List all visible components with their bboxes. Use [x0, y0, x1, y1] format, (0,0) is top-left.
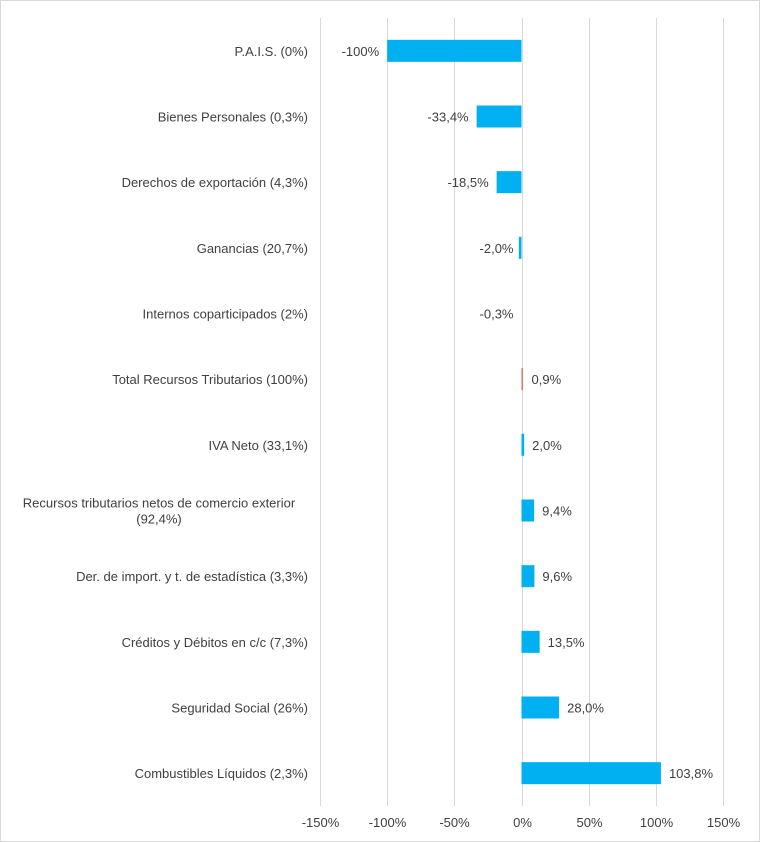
category-label: Internos coparticipados (2%) [143, 307, 308, 322]
category-label: Recursos tributarios netos de comercio e… [23, 496, 296, 527]
x-tick-label: 100% [640, 815, 674, 830]
category-label: Créditos y Débitos en c/c (7,3%) [122, 635, 308, 650]
category-label: Ganancias (20,7%) [197, 241, 308, 256]
category-label: Combustibles Líquidos (2,3%) [135, 766, 308, 781]
data-label: 28,0% [567, 701, 604, 716]
x-tick-label: 150% [707, 815, 741, 830]
data-label: 103,8% [669, 766, 714, 781]
category-label: Bienes Personales (0,3%) [158, 110, 308, 125]
category-labels: P.A.I.S. (0%) Bienes Personales (0,3%) Der… [23, 44, 308, 781]
x-tick-label: -50% [439, 815, 470, 830]
category-label: P.A.I.S. (0%) [235, 44, 308, 59]
bar [521, 762, 661, 785]
data-label: -18,5% [447, 175, 489, 190]
data-label: 9,6% [542, 569, 572, 584]
bar [518, 236, 522, 259]
bar [521, 565, 535, 588]
category-label: Seguridad Social (26%) [171, 701, 308, 716]
data-label: 9,4% [542, 504, 572, 519]
bar [521, 433, 525, 456]
x-tick-label: 0% [513, 815, 532, 830]
bar [387, 39, 522, 62]
bar [521, 368, 523, 391]
x-axis-tick-labels: -150% -100% -50% 0% 50% 100% 150% [302, 815, 741, 830]
bar [521, 696, 560, 719]
data-label: -33,4% [427, 110, 469, 125]
category-label: IVA Neto (33,1%) [209, 438, 308, 453]
category-label: Derechos de exportación (4,3%) [122, 175, 308, 190]
data-label: 13,5% [548, 635, 585, 650]
data-label: 2,0% [532, 438, 562, 453]
gridlines [320, 18, 724, 806]
category-label: Total Recursos Tributarios (100%) [112, 372, 308, 387]
data-label: -2,0% [480, 241, 514, 256]
category-label: Der. de import. y t. de estadística (3,3… [76, 569, 308, 584]
bar [521, 630, 540, 653]
bar [476, 105, 522, 128]
value-labels: -100% -33,4% -18,5% -2,0% -0,3% 0,9% 2,0% 9,4% 9… [342, 44, 714, 781]
bar [496, 171, 522, 194]
bars [387, 39, 661, 785]
x-tick-label: -100% [369, 815, 407, 830]
x-tick-label: 50% [576, 815, 602, 830]
category-label-line: Recursos tributarios netos de comercio e… [23, 496, 296, 511]
bar [521, 499, 535, 522]
data-label: -100% [342, 44, 380, 59]
data-label: 0,9% [532, 372, 562, 387]
data-label: -0,3% [480, 307, 514, 322]
category-label-line: (92,4%) [136, 512, 182, 527]
x-tick-label: -150% [302, 815, 340, 830]
